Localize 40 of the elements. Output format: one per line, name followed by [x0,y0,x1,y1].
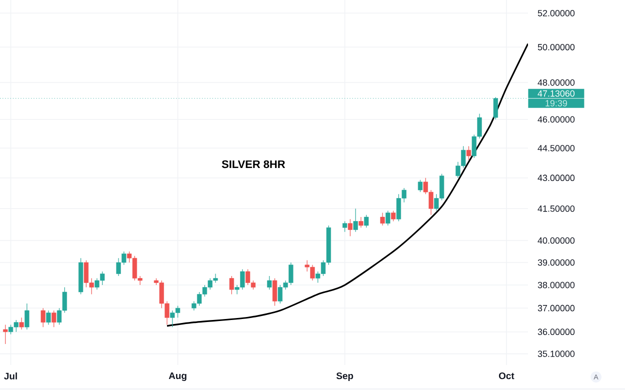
y-tick-label: 52.00000 [538,10,575,16]
y-tick-label: 36.00000 [538,328,575,336]
candlestick [358,216,364,228]
line-series [166,42,528,327]
x-tick-label: Oct [498,372,514,380]
text: SILVER 8HR [222,160,286,168]
ref-line-label: 47.13060 [538,90,575,97]
candlestick [348,218,353,236]
y-tick-label: 39.00000 [538,259,575,266]
candlestick [3,324,8,344]
candlestick [391,210,396,222]
y-tick-label: 37.00000 [538,304,575,312]
y-tick-label: 44.50000 [538,144,575,152]
candlestick [24,303,30,330]
candlestick [52,310,56,328]
y-tick-label: 50.00000 [538,44,575,50]
y-tick-label: 48.00000 [538,79,575,86]
candlestick [229,276,234,295]
candlestick [364,214,369,228]
y-tick-label: 38.00000 [538,282,575,288]
candlestick [272,278,278,306]
y-tick-label: 46.00000 [538,116,575,123]
x-tick-label: Aug [168,372,186,381]
text: 19:39 [546,100,567,106]
candlestick [353,208,358,232]
candlestick [19,317,24,330]
y-tick-label: 43.00000 [538,174,575,182]
candlestick [267,276,272,290]
y-tick-label: 41.50000 [538,205,575,212]
candlestick [342,220,348,232]
candlestick [386,210,390,226]
candlestick [380,212,385,226]
candlestick [418,180,423,192]
y-tick-label: 35.10000 [538,350,575,357]
x-tick-label: Sep [336,372,354,382]
candlestick [466,146,472,160]
candlestick [40,308,46,328]
candlestick [46,310,51,326]
y-tick-label: 40.00000 [538,237,575,244]
x-tick-label: Jul [4,372,17,380]
